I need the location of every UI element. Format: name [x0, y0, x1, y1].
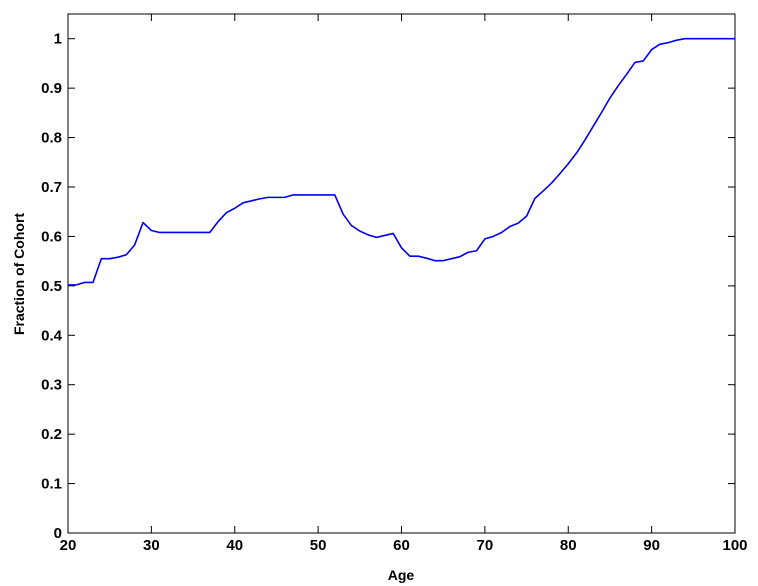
x-axis-ticks: 20 30 40 50 60 70 80 90 100 — [60, 14, 748, 554]
y-tick-label: 1 — [54, 31, 62, 48]
y-tick-label: 0 — [54, 525, 62, 542]
y-tick-label: 0.9 — [41, 80, 62, 97]
x-tick-label: 80 — [560, 537, 577, 554]
x-tick-label: 30 — [143, 537, 160, 554]
x-tick-label: 90 — [643, 537, 660, 554]
x-axis-label: Age — [388, 567, 415, 583]
x-tick-label: 100 — [722, 537, 747, 554]
x-tick-label: 20 — [60, 537, 77, 554]
x-tick-label: 70 — [477, 537, 494, 554]
x-tick-label: 60 — [393, 537, 410, 554]
y-tick-label: 0.6 — [41, 228, 62, 245]
y-tick-label: 0.2 — [41, 426, 62, 443]
plot-frame — [67, 13, 736, 534]
series-line — [68, 37, 735, 286]
y-tick-label: 0.7 — [41, 179, 62, 196]
y-tick-label: 0.8 — [41, 130, 62, 147]
x-tick-label: 40 — [226, 537, 243, 554]
y-axis-ticks: 0 0.1 0.2 0.3 0.4 0.5 0.6 0.7 0.8 0.9 1 — [41, 31, 735, 542]
y-tick-label: 0.1 — [41, 476, 62, 493]
x-tick-label: 50 — [310, 537, 327, 554]
y-tick-label: 0.5 — [41, 278, 62, 295]
y-axis-label: Fraction of Cohort — [11, 213, 27, 335]
y-tick-label: 0.4 — [41, 327, 63, 344]
y-tick-label: 0.3 — [41, 377, 62, 394]
